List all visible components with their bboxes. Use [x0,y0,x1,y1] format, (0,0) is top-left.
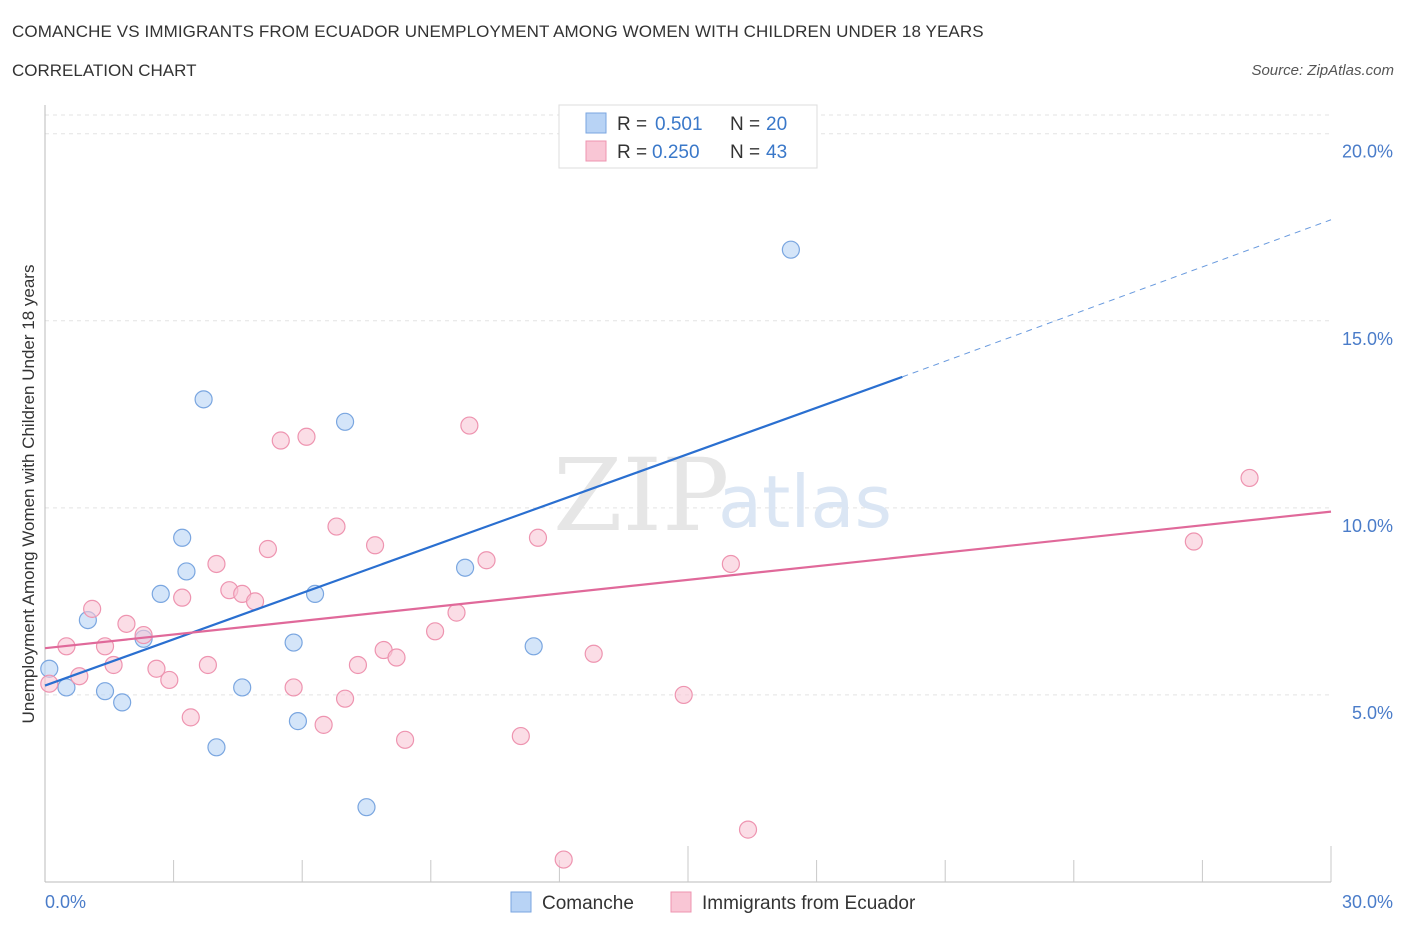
grid-lines [45,114,1331,696]
bottom-legend-swatch-comanche [510,891,532,913]
trend-line [44,510,1332,650]
data-point [134,625,153,645]
x-tick-label-start: 0.0% [45,892,86,912]
legend-n-value-1: 20 [766,114,787,135]
data-point [198,655,217,675]
data-point [528,528,548,547]
data-point [173,588,192,607]
data-point [460,416,479,435]
data-point [271,431,290,450]
data-point [327,517,346,536]
watermark: ZIP atlas [553,437,892,554]
data-point [83,599,102,618]
legend-n-value-2: 43 [766,142,787,163]
data-point [1240,468,1259,488]
bottom-legend: Comanche Immigrants from Ecuador [510,891,916,914]
data-point [113,693,132,712]
data-point [314,715,333,734]
data-point [147,659,166,678]
x-tick-label-end: 30.0% [1342,892,1393,912]
x-tick-labels: 0.0% 30.0% [45,892,1393,912]
series-immigrants-from-ecuador [40,143,1259,869]
data-point [425,622,445,641]
data-point [395,730,415,749]
y-tick-label: 20.0% [1342,142,1393,162]
bottom-legend-label-comanche: Comanche [542,893,634,914]
data-point [288,712,308,731]
y-tick-label: 10.0% [1342,516,1393,536]
data-point [194,390,213,409]
legend-r-value-1: 0.501 [655,114,703,135]
data-point [284,633,303,652]
data-point [335,412,355,431]
data-point [524,637,543,656]
data-point [95,682,115,701]
legend-swatch-ecuador [585,140,607,162]
data-point [335,689,355,708]
data-point [284,678,303,697]
data-point [160,670,179,690]
legend-box: R = 0.501 N = 20 R = 0.250 N = 43 [558,104,818,169]
legend-n-label-2: N = [730,142,760,163]
y-tick-labels: 5.0% 10.0% 15.0% 20.0% [1342,142,1393,723]
legend-n-label-1: N = [730,114,760,135]
data-point [455,558,475,577]
watermark-atlas: atlas [718,460,892,544]
series-layer [40,143,1332,869]
data-point [173,528,192,547]
data-point [297,427,316,446]
legend-r-value-2: 0.250 [652,142,700,163]
data-point [781,240,800,259]
data-point [584,644,603,663]
source-note: Source: ZipAtlas.com [1251,62,1394,79]
data-point [357,798,376,817]
trend-line [44,375,903,687]
data-point [721,554,740,574]
data-point [207,554,226,574]
data-point [117,614,136,633]
trend-line-extension [902,219,1332,378]
data-point [258,539,278,559]
data-point [151,584,170,604]
data-point [181,708,200,727]
data-point [387,648,406,667]
data-point [511,726,530,746]
data-point [177,562,196,581]
data-point [554,850,573,869]
legend-r-label-2: R = [617,142,647,163]
data-point [738,820,758,839]
data-point [477,551,496,570]
data-point [1184,532,1203,551]
data-point [447,603,466,622]
legend-swatch-comanche [585,112,607,134]
bottom-legend-swatch-ecuador [670,891,692,913]
data-point [207,738,226,757]
data-point [674,685,693,705]
data-point [233,678,252,697]
y-tick-label: 5.0% [1352,703,1393,723]
series-comanche [40,240,800,817]
legend-r-label-1: R = [617,114,647,135]
y-tick-label: 15.0% [1342,329,1393,349]
y-axis-label: Unemployment Among Women with Children U… [19,265,38,724]
bottom-legend-label-ecuador: Immigrants from Ecuador [702,893,916,914]
data-point [348,655,368,675]
chart-subtitle: CORRELATION CHART [12,61,197,80]
chart-title: COMANCHE VS IMMIGRANTS FROM ECUADOR UNEM… [12,22,984,41]
data-point [365,536,385,555]
watermark-zip: ZIP [553,437,729,554]
x-axis-ticks [173,846,1332,882]
